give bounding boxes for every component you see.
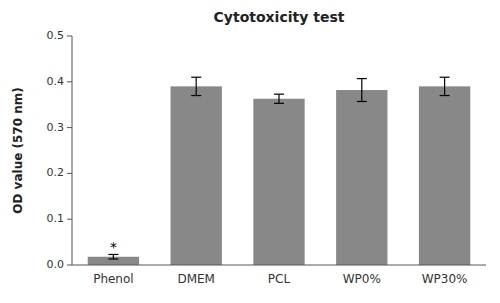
y-axis-label: OD value (570 nm): [11, 87, 25, 213]
y-tick: [67, 219, 72, 220]
bar: [419, 86, 470, 265]
error-cap: [357, 101, 367, 102]
error-cap: [108, 258, 118, 259]
y-tick: [67, 127, 72, 128]
bars: [88, 77, 471, 265]
error-bar: [357, 79, 367, 102]
y-tick-label: 0.0: [47, 258, 65, 271]
error-cap: [274, 103, 284, 104]
error-line: [113, 254, 114, 259]
y-tick-label: 0.5: [47, 29, 65, 42]
x-tick-label: PCL: [268, 272, 291, 286]
title: Cytotoxicity test: [214, 9, 345, 25]
x-tick-label: WP30%: [422, 272, 468, 286]
error-line: [361, 79, 362, 102]
error-line: [444, 77, 445, 95]
error-cap: [274, 94, 284, 95]
error-cap: [440, 95, 450, 96]
y-tick-label: 0.3: [47, 121, 65, 134]
error-bar: [108, 254, 118, 259]
y-axis-line: [72, 36, 73, 265]
error-bar: [440, 77, 450, 95]
x-axis-line: [72, 265, 486, 266]
chart-container: 0.0 0.1 0.2 0.3 0.4 0.5 Phenol DMEM PCL WP0% WP30%…: [0, 0, 500, 303]
y-tick: [67, 173, 72, 174]
y-tick-label: 0.1: [47, 212, 65, 225]
error-line: [196, 77, 197, 95]
annotation: *: [110, 239, 117, 255]
error-cap: [440, 77, 450, 78]
error-cap: [191, 77, 201, 78]
x-tick-label: Phenol: [93, 272, 134, 286]
y-tick: [67, 265, 72, 266]
error-bar: [191, 77, 201, 95]
error-cap: [357, 78, 367, 79]
error-cap: [191, 95, 201, 96]
x-tick-label: WP0%: [343, 272, 381, 286]
bar: [253, 99, 304, 265]
error-bar: [274, 94, 284, 103]
bar: [171, 86, 222, 265]
y-tick-label: 0.2: [47, 166, 65, 179]
chart-svg: 0.0 0.1 0.2 0.3 0.4 0.5 Phenol DMEM PCL WP0% WP30%…: [0, 0, 500, 303]
bar: [336, 90, 387, 265]
y-tick-label: 0.4: [47, 75, 65, 88]
error-line: [278, 94, 279, 103]
y-tick: [67, 81, 72, 82]
x-tick-label: DMEM: [177, 272, 215, 286]
y-tick: [67, 36, 72, 37]
